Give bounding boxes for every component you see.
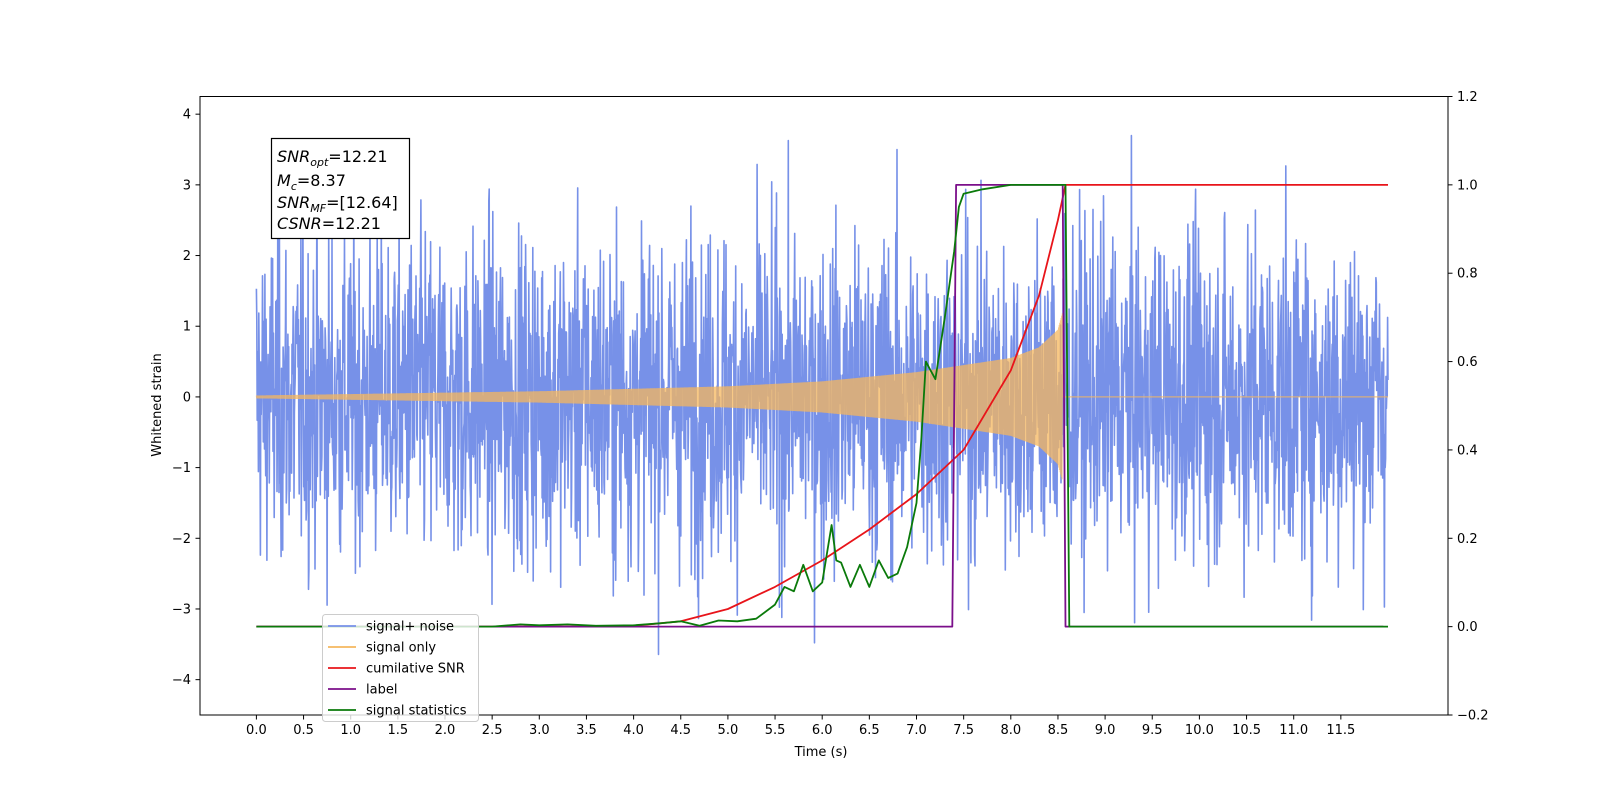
legend-signal-noise-label: signal+ noise [366, 620, 454, 635]
legend-signal-statistics-label: signal statistics [366, 704, 467, 719]
x-tick-label: 7.5 [953, 723, 974, 738]
x-tick-label: 4.0 [623, 723, 644, 738]
annotation-line-csnr: CSNR=12.21 [277, 214, 381, 233]
x-tick-label: 1.5 [388, 723, 409, 738]
annotation-frame [270, 137, 411, 240]
y2-tick-label: 0.6 [1457, 355, 1478, 370]
y-tick-label: 2 [183, 249, 191, 264]
y-tick-label: −2 [172, 532, 191, 547]
x-tick-label: 9.0 [1095, 723, 1116, 738]
y2-tick-label: 1.2 [1457, 90, 1478, 105]
y2-tick-label: 0.0 [1457, 620, 1478, 635]
legend: signal+ noise signal only cumilative SNR la… [322, 614, 479, 722]
x-tick-label: 8.0 [1000, 723, 1021, 738]
legend-label-label: label [366, 683, 397, 698]
x-tick-label: 10.0 [1185, 723, 1214, 738]
annotation-box: SNRopt=12.21 Mc=8.37 SNRMF=[12.64] CSNR=… [270, 137, 411, 240]
y-tick-label: 3 [183, 178, 191, 193]
y-tick-label: −3 [172, 602, 191, 617]
x-tick-label: 3.0 [529, 723, 550, 738]
y-axis-right: 1.2 1.0 0.8 0.6 0.4 0.2 0.0 −0.2 [1448, 90, 1489, 724]
x-tick-label: 9.5 [1142, 723, 1163, 738]
y-tick-label: −1 [172, 461, 191, 476]
x-tick-label: 11.0 [1279, 723, 1308, 738]
x-tick-label: 5.0 [718, 723, 739, 738]
series-signal-only-line [255, 313, 1388, 480]
plot-frame [199, 96, 1449, 716]
annotation-line-mc: Mc=8.37 [277, 171, 346, 193]
x-tick-label: 0.0 [246, 723, 267, 738]
x-tick-label: 0.5 [293, 723, 314, 738]
legend-frame [322, 614, 479, 722]
y2-tick-label: 0.8 [1457, 267, 1478, 282]
x-tick-label: 1.0 [340, 723, 361, 738]
x-tick-label: 4.5 [670, 723, 691, 738]
x-tick-label: 6.5 [859, 723, 880, 738]
x-axis: 0.0 0.5 1.0 1.5 2.0 2.5 3.0 3.5 4.0 4.5 5.0 5.5 6.0 6… [246, 715, 1355, 738]
x-tick-label: 11.5 [1326, 723, 1355, 738]
plot-area [255, 134, 1389, 656]
y2-tick-label: 0.4 [1457, 443, 1478, 458]
x-tick-label: 2.5 [482, 723, 503, 738]
y2-tick-label: 1.0 [1457, 178, 1478, 193]
series-signal-noise-line [255, 134, 1389, 656]
legend-signal-only-label: signal only [366, 641, 436, 656]
annotation-line-snr-opt: SNRopt=12.21 [277, 147, 388, 169]
y2-tick-label: −0.2 [1457, 709, 1489, 724]
y-tick-label: −4 [172, 673, 191, 688]
legend-cumilative-snr-label: cumilative SNR [366, 662, 465, 677]
x-tick-label: 3.5 [576, 723, 597, 738]
x-tick-label: 7.0 [906, 723, 927, 738]
x-tick-label: 8.5 [1048, 723, 1069, 738]
x-axis-label: Time (s) [794, 745, 848, 760]
y-tick-label: 0 [183, 390, 191, 405]
y-tick-label: 1 [183, 320, 191, 335]
y-axis-label: Whitened strain [150, 353, 165, 456]
y-axis-left: 4 3 2 1 0 −1 −2 −3 −4 [172, 108, 200, 688]
y-tick-label: 4 [183, 108, 191, 123]
series-signal-statistics-line [256, 183, 1388, 628]
x-tick-label: 2.0 [435, 723, 456, 738]
x-tick-label: 6.0 [812, 723, 833, 738]
annotation-line-snr-mf: SNRMF=[12.64] [277, 193, 398, 215]
x-tick-label: 10.5 [1232, 723, 1261, 738]
y2-tick-label: 0.2 [1457, 532, 1478, 547]
x-tick-label: 5.5 [765, 723, 786, 738]
